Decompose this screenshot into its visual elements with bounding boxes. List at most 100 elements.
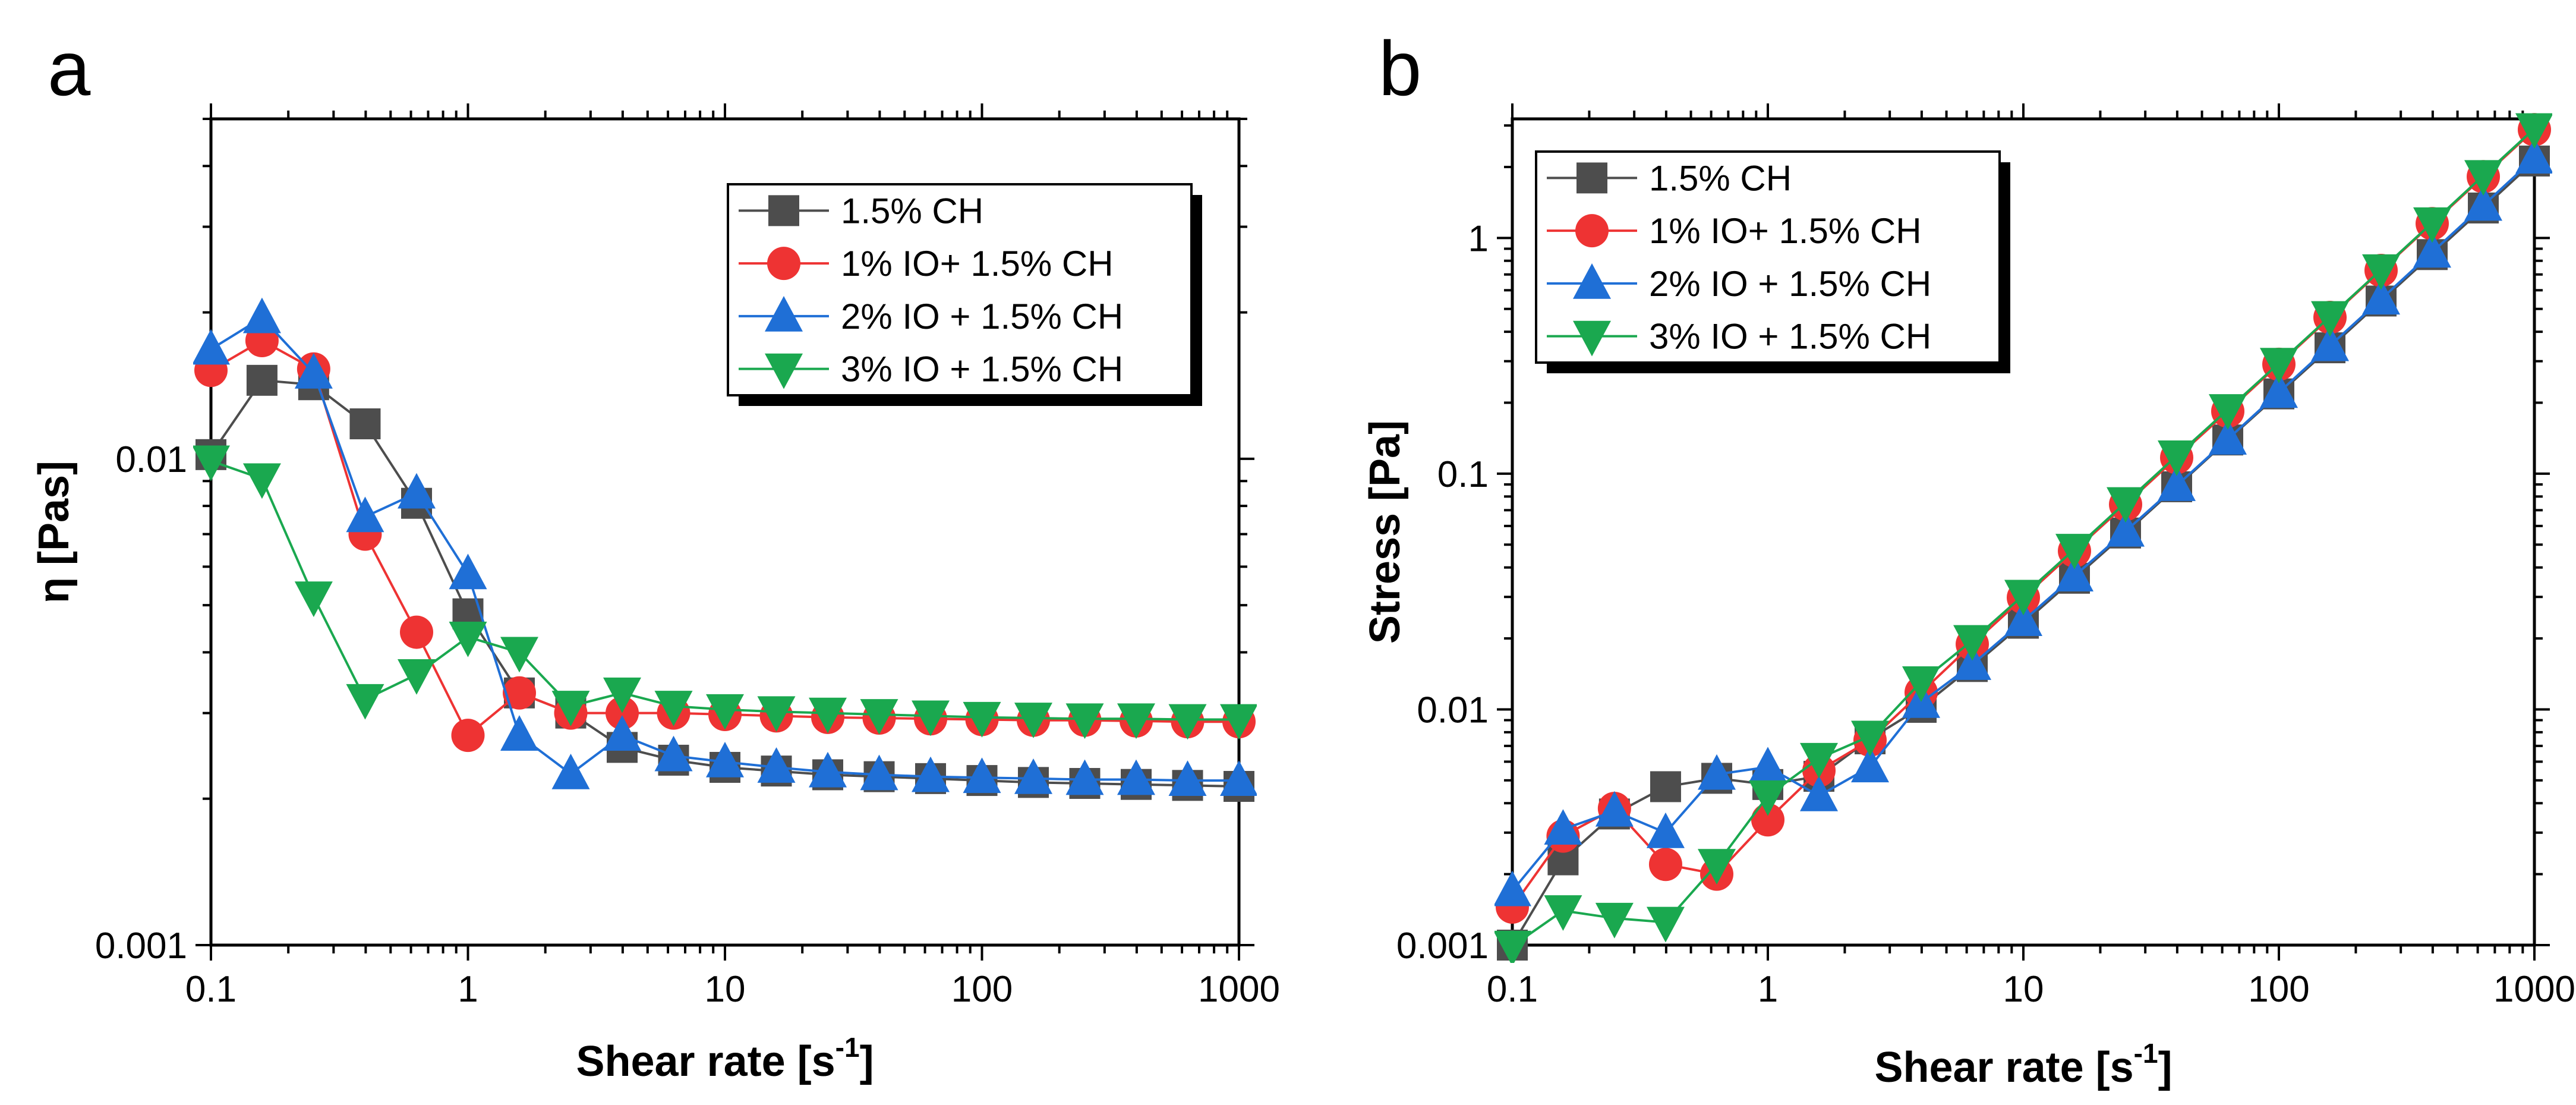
series-1-point-1	[246, 364, 278, 396]
series-4-point-18	[1117, 703, 1155, 739]
series-3-point-20	[1220, 760, 1257, 796]
series-4-point-0	[193, 445, 230, 481]
series-3-point-18	[1117, 759, 1155, 795]
series-3-point-18	[2413, 232, 2451, 268]
series-4-point-20	[1220, 704, 1257, 740]
series-4-point-8	[1902, 666, 1940, 702]
series-4-point-10	[706, 694, 744, 730]
series-3-point-5	[449, 553, 487, 590]
legend-marker-point-legend	[768, 195, 799, 226]
legend-item-2: 1% IO+ 1.5% CH	[1547, 211, 1922, 251]
series-3-point-0	[193, 329, 230, 365]
x-tick-label: 100	[2248, 969, 2309, 1010]
series-4-point-14	[912, 700, 950, 736]
y-tick-label: 0.01	[1417, 690, 1489, 731]
series-3-point-3	[346, 496, 384, 533]
series-1-point-3	[349, 408, 381, 440]
panel-label: b	[1379, 25, 1421, 112]
x-axis-title: Shear rate [s-1]	[1874, 1038, 2172, 1091]
series-3-point-10	[706, 742, 744, 777]
legend-label: 1% IO+ 1.5% CH	[841, 244, 1114, 284]
x-tick-label: 1000	[1198, 969, 1280, 1010]
series-3-point-2	[1595, 791, 1634, 827]
legend-marker-point-legend	[1577, 162, 1607, 194]
series-4-point-4	[398, 659, 436, 695]
series-3-point-6	[1800, 775, 1839, 811]
series-3-point-17	[2362, 279, 2401, 315]
legend-label: 2% IO + 1.5% CH	[1649, 264, 1931, 304]
series-4-point-16	[2311, 301, 2350, 337]
legend-label: 1.5% CH	[841, 191, 983, 231]
legend-box	[727, 183, 1193, 396]
x-tick-label: 0.1	[185, 969, 237, 1010]
legend-label: 3% IO + 1.5% CH	[841, 350, 1123, 389]
legend-item-4: 3% IO + 1.5% CH	[739, 350, 1123, 389]
panel-b: b 0.1 1 10 100 1000 0.001 0.01 0.1 1 Stress [Pa] Sh…	[1361, 25, 2575, 1091]
series-3-point-5	[1749, 747, 1787, 783]
x-tick-label: 0.1	[1487, 969, 1538, 1010]
series-3-point-4	[398, 473, 436, 509]
x-tick-label: 100	[951, 969, 1013, 1010]
series-4-point-13	[860, 699, 898, 735]
series-4-point-19	[1168, 704, 1207, 740]
series-3-point-6	[500, 715, 539, 751]
series-3-point-9	[1953, 644, 1992, 680]
legend-item-1: 1.5% CH	[739, 191, 983, 231]
panel-a: a 0.1 1 10 100 1000 0.001 0.01 η [Pas] Shear rate…	[30, 25, 1280, 1085]
series-4-point-12	[809, 697, 847, 733]
series-3-point-19	[2464, 185, 2503, 221]
legend-label: 1% IO+ 1.5% CH	[1649, 211, 1922, 251]
legend-label: 3% IO + 1.5% CH	[1649, 317, 1931, 357]
legend-marker-point-legend	[1573, 320, 1611, 357]
legend-label: 2% IO + 1.5% CH	[841, 297, 1123, 336]
series-3-point-7	[1851, 747, 1890, 783]
series-3-point-17	[1065, 759, 1104, 795]
series-4-point-6	[500, 637, 539, 673]
y-axis-title: η [Pas]	[30, 461, 78, 603]
series-4-point-16	[1014, 703, 1053, 738]
series-4-point-7	[1851, 720, 1890, 757]
series-3-point-15	[963, 757, 1001, 794]
series-3-point-13	[2157, 465, 2196, 501]
series-3-point-9	[654, 735, 693, 772]
series-3-point-13	[860, 754, 898, 791]
y-tick-label: 0.01	[115, 439, 187, 480]
series-3-point-1	[1544, 809, 1582, 845]
series-3-point-16	[2311, 325, 2350, 361]
series-4-point-13	[2157, 440, 2196, 476]
legend-item-2: 1% IO+ 1.5% CH	[739, 244, 1114, 284]
series-4-point-10	[2004, 580, 2042, 616]
series-1-point-3	[1650, 771, 1681, 802]
series-2-point-5	[451, 719, 485, 753]
series-2-point-4	[400, 615, 434, 649]
y-tick-label: 1	[1468, 218, 1489, 259]
series-3-point-11	[757, 747, 796, 783]
series-3-point-12	[2107, 511, 2145, 547]
data-area	[193, 297, 1257, 802]
series-3-point-3	[1646, 812, 1685, 848]
series-4-point-18	[2413, 207, 2451, 243]
series-4-point-1	[1544, 895, 1582, 931]
legend-label: 1.5% CH	[1649, 158, 1792, 198]
series-1	[196, 364, 1254, 802]
series-4-point-14	[2209, 394, 2247, 430]
series-4-point-3	[1646, 906, 1685, 943]
legend-box	[1535, 150, 2001, 364]
x-tick-label: 1	[458, 969, 478, 1010]
series-3-point-1	[242, 297, 281, 333]
series-3-point-0	[1494, 870, 1531, 906]
legend: 1.5% CH 1% IO+ 1.5% CH 2% IO + 1.5% CH 3% I…	[727, 183, 1202, 406]
series-4-point-19	[2464, 160, 2503, 196]
series-4-point-8	[603, 677, 641, 713]
series-3-point-16	[1014, 758, 1053, 794]
series-3-point-19	[1168, 760, 1207, 796]
y-axis-title: Stress [Pa]	[1361, 420, 1409, 644]
legend-item-1: 1.5% CH	[1547, 158, 1792, 198]
series-2-point-5	[1751, 803, 1784, 837]
legend-marker-point-legend	[1573, 263, 1611, 299]
series-4-point-17	[1065, 703, 1104, 739]
series-4-point-17	[2362, 254, 2401, 290]
series-4-point-15	[2260, 348, 2298, 384]
y-tick-label: 0.001	[1396, 925, 1489, 967]
